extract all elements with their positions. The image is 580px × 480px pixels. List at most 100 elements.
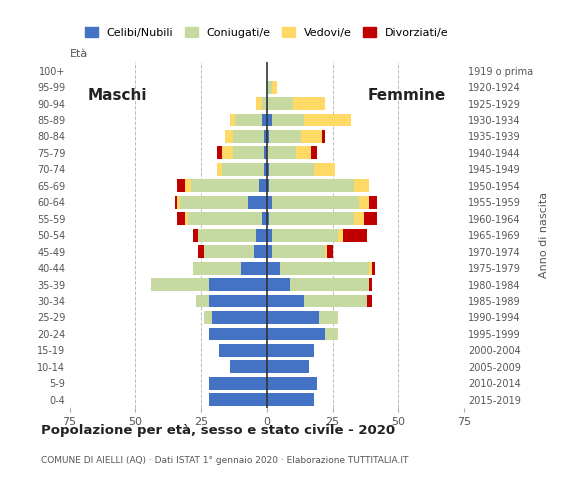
Bar [151, 278, 209, 291]
Bar [296, 146, 311, 159]
Bar [325, 245, 327, 258]
Bar [235, 114, 262, 126]
Bar [233, 130, 264, 143]
Bar [209, 295, 267, 308]
Bar [272, 114, 303, 126]
Bar [196, 295, 209, 308]
Bar [270, 212, 354, 225]
Bar [193, 262, 241, 275]
Bar [204, 311, 212, 324]
Bar [198, 229, 256, 241]
Bar [262, 97, 267, 110]
Bar [367, 295, 372, 308]
Bar [272, 196, 359, 209]
Bar [209, 327, 267, 340]
Bar [248, 196, 267, 209]
Bar [267, 146, 296, 159]
Legend: Celibi/Nubili, Coniugati/e, Vedovi/e, Divorziati/e: Celibi/Nubili, Coniugati/e, Vedovi/e, Di… [80, 23, 454, 43]
Text: COMUNE DI AIELLI (AQ) · Dati ISTAT 1° gennaio 2020 · Elaborazione TUTTITALIA.IT: COMUNE DI AIELLI (AQ) · Dati ISTAT 1° ge… [41, 456, 408, 465]
Bar [259, 180, 267, 192]
Bar [177, 180, 185, 192]
Bar [270, 180, 354, 192]
Bar [267, 229, 272, 241]
Bar [267, 212, 270, 225]
Bar [267, 327, 325, 340]
Bar [320, 311, 338, 324]
Text: Popolazione per età, sesso e stato civile - 2020: Popolazione per età, sesso e stato civil… [41, 424, 395, 437]
Bar [204, 245, 253, 258]
Bar [267, 295, 303, 308]
Bar [264, 163, 267, 176]
Bar [209, 393, 267, 406]
Bar [325, 327, 338, 340]
Bar [212, 311, 267, 324]
Bar [175, 196, 177, 209]
Text: Maschi: Maschi [88, 88, 147, 103]
Bar [364, 212, 377, 225]
Bar [303, 114, 351, 126]
Bar [224, 130, 233, 143]
Bar [262, 212, 267, 225]
Bar [338, 229, 343, 241]
Bar [267, 377, 317, 390]
Bar [372, 262, 375, 275]
Bar [267, 114, 272, 126]
Bar [267, 180, 270, 192]
Text: Femmine: Femmine [367, 88, 445, 103]
Bar [272, 81, 277, 94]
Bar [180, 196, 248, 209]
Bar [267, 81, 272, 94]
Bar [185, 180, 191, 192]
Bar [209, 377, 267, 390]
Bar [233, 146, 264, 159]
Bar [267, 360, 309, 373]
Bar [222, 146, 233, 159]
Bar [267, 262, 280, 275]
Bar [314, 163, 335, 176]
Bar [272, 229, 338, 241]
Y-axis label: Anno di nascita: Anno di nascita [539, 192, 549, 278]
Bar [230, 114, 235, 126]
Bar [198, 245, 204, 258]
Bar [267, 245, 272, 258]
Bar [369, 196, 377, 209]
Bar [359, 196, 369, 209]
Bar [264, 146, 267, 159]
Bar [280, 262, 369, 275]
Text: Età: Età [70, 49, 88, 59]
Bar [262, 114, 267, 126]
Bar [303, 295, 367, 308]
Bar [343, 229, 367, 241]
Bar [291, 278, 369, 291]
Bar [354, 212, 364, 225]
Bar [256, 229, 267, 241]
Bar [264, 130, 267, 143]
Bar [327, 245, 332, 258]
Bar [217, 146, 222, 159]
Bar [185, 212, 188, 225]
Bar [177, 212, 185, 225]
Bar [267, 311, 320, 324]
Bar [267, 97, 293, 110]
Bar [267, 130, 270, 143]
Bar [270, 163, 314, 176]
Bar [191, 180, 259, 192]
Bar [272, 245, 325, 258]
Bar [256, 97, 262, 110]
Bar [193, 229, 198, 241]
Bar [253, 245, 267, 258]
Bar [369, 278, 372, 291]
Bar [222, 163, 264, 176]
Bar [230, 360, 267, 373]
Bar [219, 344, 267, 357]
Bar [188, 212, 262, 225]
Bar [267, 278, 291, 291]
Bar [322, 130, 325, 143]
Bar [217, 163, 222, 176]
Bar [177, 196, 180, 209]
Bar [293, 97, 325, 110]
Bar [267, 163, 270, 176]
Bar [301, 130, 322, 143]
Bar [209, 278, 267, 291]
Bar [270, 130, 301, 143]
